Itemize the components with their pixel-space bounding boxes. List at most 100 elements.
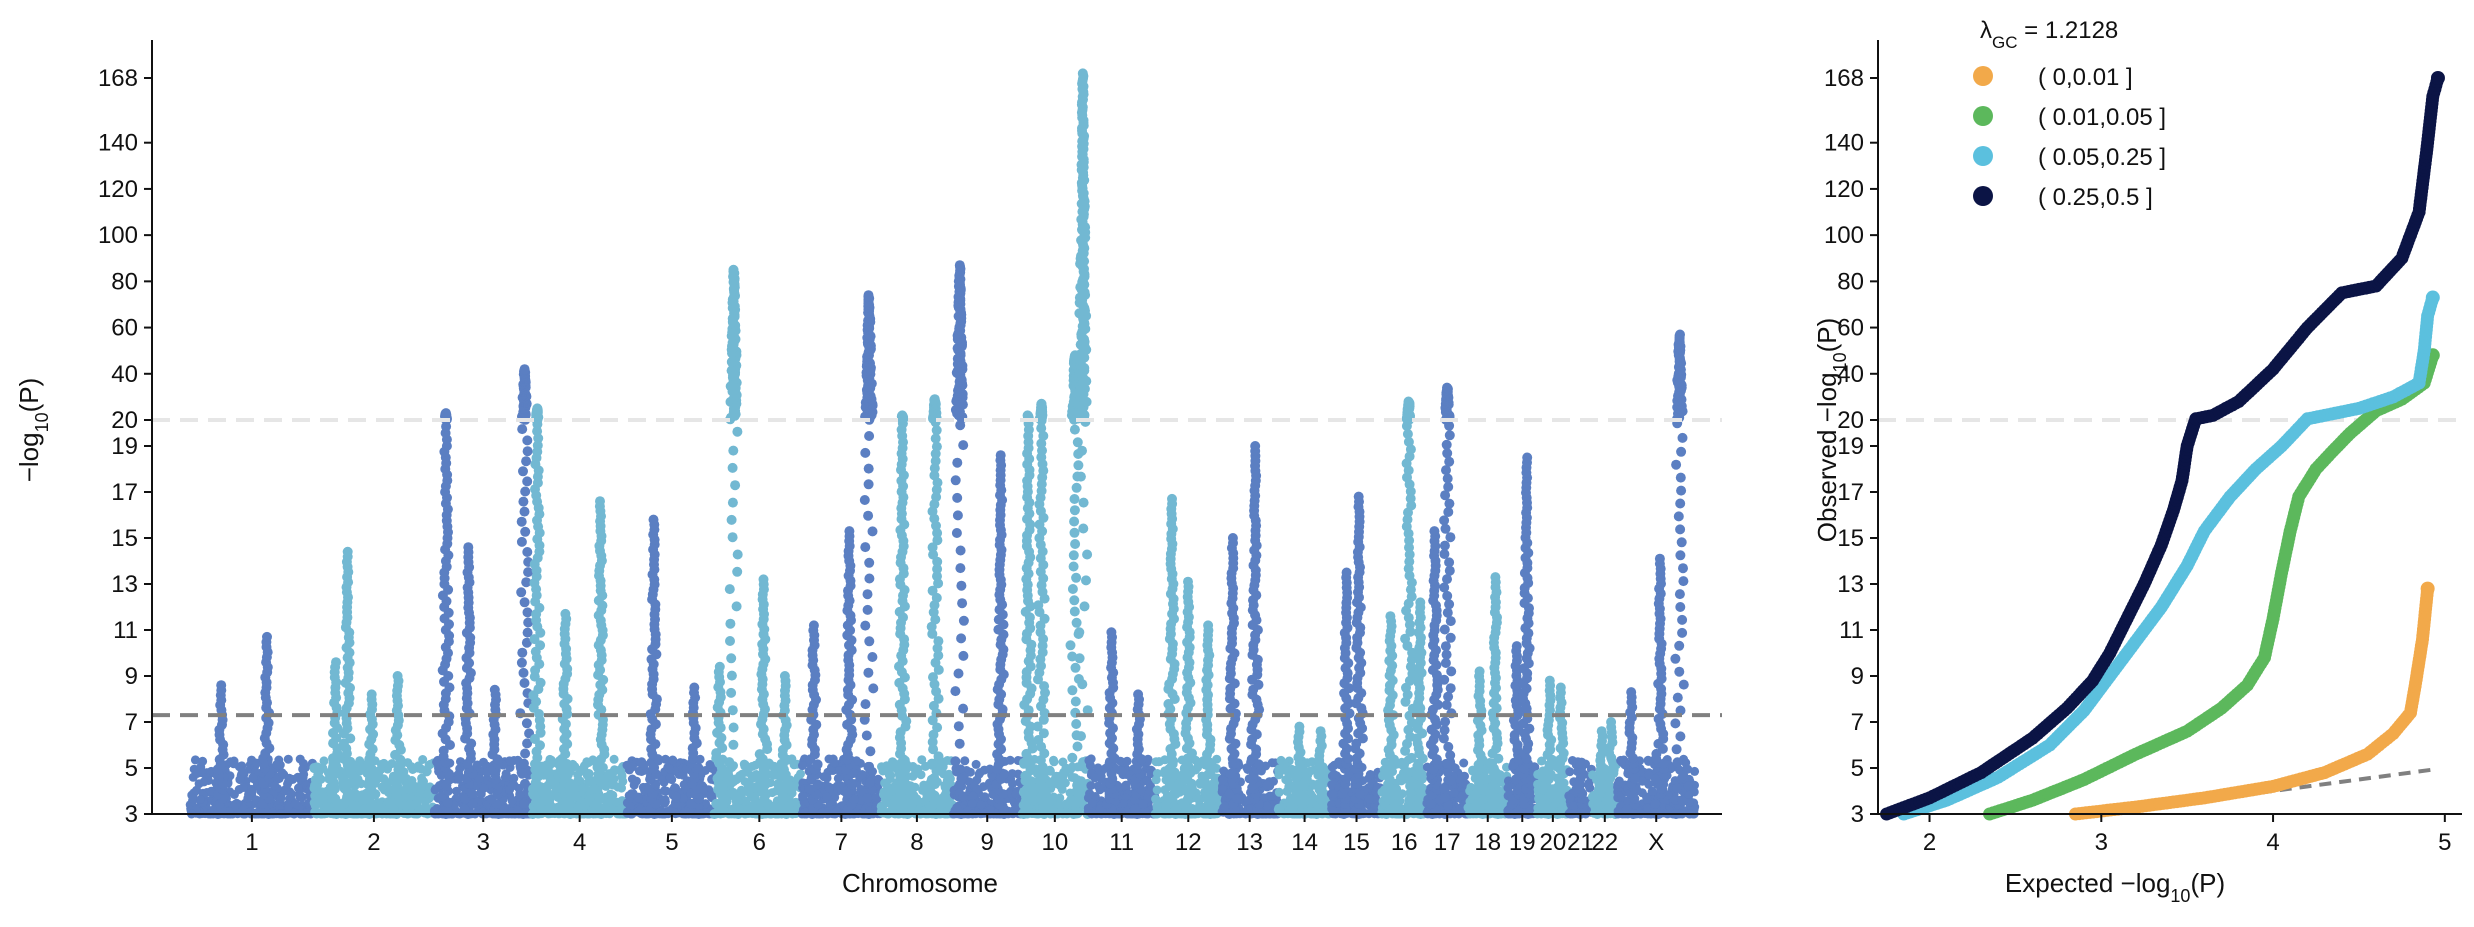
- manhattan-point: [1067, 584, 1078, 594]
- manhattan-point: [1036, 398, 1047, 409]
- manhattan-point: [862, 589, 873, 600]
- manhattan-point: [519, 597, 530, 608]
- manhattan-point: [1065, 764, 1076, 774]
- manhattan-point: [1072, 741, 1083, 752]
- manhattan-point: [595, 496, 605, 507]
- manhattan-point: [584, 777, 594, 787]
- manhattan-point: [521, 456, 532, 467]
- manhattan-point: [933, 794, 944, 805]
- manhattan-point: [516, 516, 527, 527]
- manhattan-point: [453, 774, 463, 784]
- manhattan-point: [519, 678, 530, 688]
- manhattan-point: [955, 563, 966, 574]
- manhattan-point: [863, 290, 874, 301]
- manhattan-point: [953, 721, 964, 732]
- manhattan-point: [1069, 516, 1080, 527]
- manhattan-point: [885, 774, 895, 784]
- manhattan-point: [628, 789, 638, 799]
- manhattan-point: [298, 764, 308, 774]
- manhattan-point: [310, 775, 320, 785]
- manhattan-point: [727, 462, 738, 473]
- manhattan-point: [1055, 793, 1065, 803]
- manhattan-point: [520, 748, 531, 759]
- manhattan-point: [926, 801, 936, 812]
- manhattan-point: [523, 567, 534, 578]
- manhattan-point: [980, 792, 990, 802]
- manhattan-point: [199, 777, 209, 787]
- manhattan-point: [407, 802, 417, 811]
- manhattan-point: [272, 760, 282, 770]
- manhattan-point: [262, 631, 272, 642]
- manhattan-point: [730, 480, 741, 491]
- manhattan-point: [1069, 505, 1080, 516]
- manhattan-point: [532, 403, 543, 414]
- manhattan-point: [414, 806, 424, 816]
- manhattan-point: [519, 364, 530, 375]
- manhattan-point: [731, 791, 741, 802]
- manhattan-point: [955, 545, 966, 556]
- manhattan-point: [338, 773, 348, 784]
- manhattan-point: [560, 608, 571, 619]
- manhattan-point: [665, 764, 675, 774]
- manhattan-point: [1065, 640, 1076, 651]
- manhattan-point: [613, 782, 623, 792]
- manhattan-point: [518, 758, 529, 769]
- manhattan-point: [298, 773, 308, 782]
- manhattan-point: [1005, 755, 1015, 765]
- manhattan-point: [522, 607, 533, 618]
- manhattan-point: [1071, 617, 1082, 628]
- manhattan-point: [294, 783, 303, 793]
- manhattan-point: [314, 794, 324, 804]
- manhattan-point: [864, 557, 875, 568]
- manhattan-point: [952, 492, 963, 503]
- manhattan-point: [1070, 539, 1081, 549]
- manhattan-point: [1079, 601, 1090, 612]
- manhattan-point: [665, 773, 675, 783]
- manhattan-point: [517, 768, 528, 779]
- manhattan-point: [732, 566, 743, 577]
- manhattan-point: [489, 684, 500, 695]
- manhattan-point: [857, 770, 867, 779]
- manhattan-point: [1078, 497, 1089, 508]
- manhattan-point: [463, 542, 474, 553]
- manhattan-point: [740, 777, 750, 787]
- manhattan-point: [416, 780, 426, 790]
- manhattan-point: [779, 671, 790, 681]
- manhattan-point: [877, 762, 886, 772]
- manhattan-point: [479, 783, 489, 793]
- manhattan-point: [671, 791, 681, 801]
- manhattan-point: [1121, 780, 1131, 790]
- manhattan-point: [758, 574, 769, 585]
- manhattan-point: [1084, 755, 1094, 765]
- manhattan-point: [659, 786, 669, 796]
- manhattan-point: [1068, 550, 1079, 561]
- manhattan-point: [867, 526, 878, 537]
- manhattan-point: [522, 476, 533, 487]
- manhattan-point: [865, 746, 876, 757]
- manhattan-point: [1071, 719, 1082, 729]
- manhattan-point: [950, 475, 961, 486]
- manhattan-point: [726, 670, 737, 681]
- manhattan-point: [1070, 662, 1081, 673]
- manhattan-point: [1075, 471, 1086, 482]
- manhattan-point: [441, 408, 451, 419]
- manhattan-point: [1067, 685, 1078, 696]
- manhattan-point: [1077, 68, 1088, 79]
- manhattan-point: [725, 636, 735, 646]
- manhattan-point: [860, 542, 871, 553]
- manhattan-point: [518, 466, 528, 477]
- manhattan-point: [388, 804, 399, 815]
- manhattan-point: [954, 260, 965, 271]
- manhattan-point: [522, 446, 533, 457]
- manhattan-point: [957, 598, 968, 609]
- manhattan-chromosome-3: [429, 364, 537, 819]
- manhattan-point: [1069, 424, 1080, 435]
- manhattan-point: [1122, 756, 1132, 766]
- manhattan-point: [430, 785, 440, 795]
- manhattan-point: [1074, 627, 1085, 638]
- manhattan-chromosome-9: [948, 260, 1026, 819]
- manhattan-point: [769, 761, 779, 771]
- manhattan-point: [1073, 797, 1084, 808]
- manhattan-point: [383, 764, 392, 774]
